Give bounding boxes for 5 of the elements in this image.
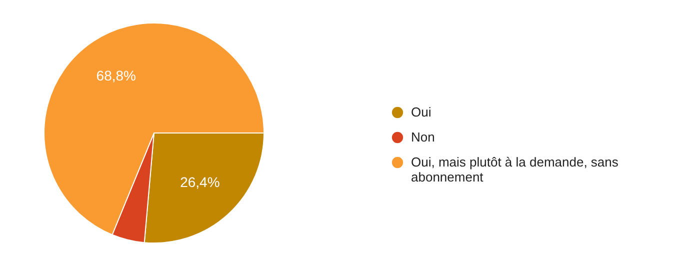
legend-label: Oui (411, 104, 432, 120)
data-label: 26,4% (180, 174, 220, 190)
data-label: 68,8% (96, 68, 136, 84)
legend-label: Non (411, 130, 435, 144)
legend-label: Oui, mais plutôt à la demande, sans abonnement (411, 154, 619, 184)
